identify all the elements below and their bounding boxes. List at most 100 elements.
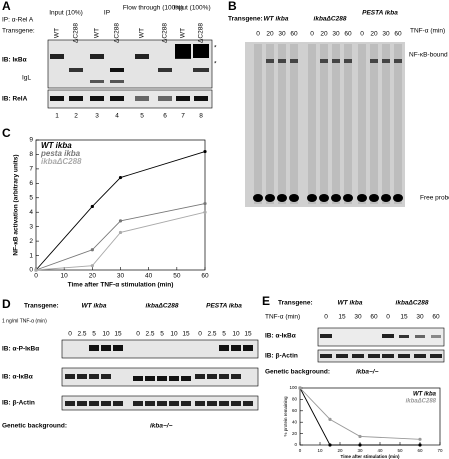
lane-label: WT [94, 28, 101, 38]
series-line [299, 387, 420, 446]
band [176, 96, 190, 101]
y-tick-label: 0 [29, 267, 33, 274]
lane-number: 1 [55, 113, 59, 120]
band [157, 376, 167, 381]
band [50, 54, 64, 59]
band [344, 59, 352, 63]
x-tick-label: 10 [61, 273, 69, 280]
blot-label: IB: β-Actin [265, 353, 298, 360]
data-point [118, 219, 123, 223]
time-label: 0 [310, 31, 314, 38]
panel-letter: B [228, 0, 237, 13]
group-name: ikbaΔC288 [396, 300, 429, 307]
legend-entry: ikbaΔC288 [41, 157, 82, 166]
panel-letter: C [2, 126, 11, 140]
free-probe [307, 194, 317, 202]
data-point [118, 175, 123, 180]
time-label: 0 [136, 331, 140, 338]
star: * [214, 61, 217, 68]
genotype: ikba−/− [150, 423, 173, 430]
band [431, 335, 441, 338]
band [368, 354, 380, 358]
lane-number: 5 [140, 113, 144, 120]
time-label: 0 [360, 31, 364, 38]
band [101, 401, 111, 406]
panel-letter: D [2, 297, 11, 311]
band [89, 345, 99, 351]
time-label: 15 [182, 331, 190, 338]
time-label: 15 [244, 331, 252, 338]
time-label: 60 [344, 31, 352, 38]
x-tick-label: 40 [145, 273, 153, 280]
data-point [298, 386, 302, 390]
free-probe [289, 194, 299, 202]
time-label: 5 [222, 331, 226, 338]
time-label: 30 [354, 314, 362, 321]
band [110, 68, 124, 72]
band [320, 354, 332, 358]
treatment-label: 1 ng/ml TNF-α (min) [2, 318, 47, 324]
band [243, 401, 253, 406]
band [219, 401, 229, 406]
lane-label: WT [54, 28, 61, 38]
x-tick-label: 50 [397, 448, 403, 453]
data-point [203, 210, 207, 214]
band [69, 68, 83, 72]
band [90, 96, 104, 101]
series-line [35, 151, 206, 271]
time-label: 15 [338, 314, 346, 321]
band [231, 401, 241, 406]
band [394, 44, 402, 204]
band [352, 354, 364, 358]
band [158, 68, 172, 72]
blot [47, 89, 213, 109]
band [50, 96, 64, 101]
column-header: Flow through (100%) [123, 5, 183, 12]
column-header: Input (100%) [173, 5, 210, 12]
y-tick-label: 0 [294, 442, 297, 447]
free-probe [319, 194, 329, 202]
legend-entry: WT ikba [413, 392, 437, 398]
lane-number: 3 [95, 113, 99, 120]
time-label: 0 [324, 314, 328, 321]
time-label: 5 [92, 331, 96, 338]
x-tick-label: 30 [357, 448, 363, 453]
y-tick-label: 7 [29, 166, 33, 173]
y-axis-title: % protein remaining [283, 396, 288, 437]
band [370, 59, 378, 63]
x-tick-label: 40 [377, 448, 383, 453]
band [278, 44, 286, 204]
y-tick-label: 80 [292, 397, 298, 402]
time-label: 30 [382, 31, 390, 38]
legend-entry: pesta ikba [40, 149, 81, 158]
free-probe [381, 194, 391, 202]
group-name: WT ikba [82, 303, 107, 310]
band [320, 44, 328, 204]
data-point [34, 268, 38, 272]
blot-label: IB: α-IκBα [265, 333, 296, 340]
data-point [90, 264, 94, 268]
band [320, 59, 328, 63]
treatment-label: TNF-α (min) [265, 314, 300, 321]
band [382, 44, 390, 204]
lane-label: ΔC288 [162, 23, 169, 43]
data-point [418, 437, 422, 441]
time-label: 60 [370, 314, 378, 321]
lane-number: 4 [115, 113, 119, 120]
x-tick-label: 20 [337, 448, 343, 453]
blot [317, 349, 445, 363]
x-tick-label: 0 [299, 448, 302, 453]
band [415, 335, 425, 338]
band [399, 335, 409, 338]
transgene-label: Transgene: [228, 16, 263, 23]
band [65, 374, 75, 379]
group-name: ikbaΔC288 [314, 16, 347, 23]
band [231, 345, 241, 351]
band [77, 374, 87, 379]
band [158, 96, 172, 101]
blot-label: IB: RelA [2, 96, 28, 103]
band [394, 59, 402, 63]
band [195, 374, 205, 379]
free-probe [331, 194, 341, 202]
